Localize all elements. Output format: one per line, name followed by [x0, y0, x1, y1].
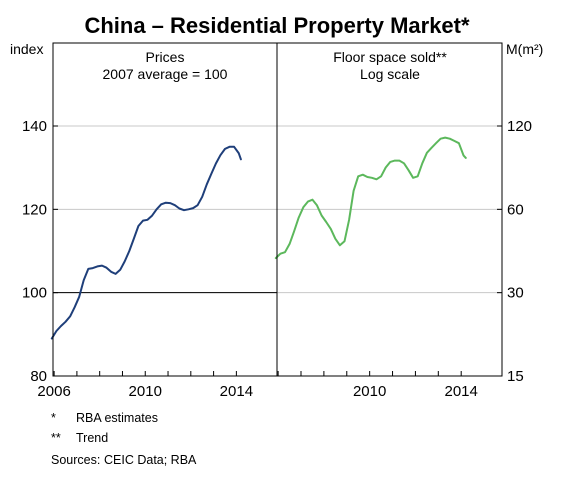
sources-text: CEIC Data; RBA	[104, 453, 197, 467]
prices-series-line	[50, 145, 242, 340]
floor-space-series-line	[274, 136, 467, 260]
y-tick-label: 140	[22, 118, 47, 135]
x-tick-label: 2014	[220, 383, 253, 400]
y-tick-label: 100	[22, 285, 47, 302]
y-tick-label: 15	[507, 368, 524, 385]
floor-panel-title: Floor space sold**	[333, 49, 447, 65]
prices-panel-title: Prices	[146, 49, 185, 65]
chart-title: China – Residential Property Market*	[84, 13, 470, 38]
right-axis-unit: M(m²)	[506, 41, 543, 57]
x-tick-label: 2010	[129, 383, 162, 400]
y-tick-label: 120	[507, 118, 532, 135]
footnote-2-mark: **	[51, 431, 61, 445]
footnote-1-mark: *	[51, 411, 56, 425]
y-tick-label: 60	[507, 201, 524, 218]
left-axis-unit: index	[10, 41, 43, 57]
prices-panel-subtitle: 2007 average = 100	[103, 66, 228, 82]
tick-labels: 80 100 120 140 2006 2010 2014 15 30 60 120 2010 2014	[22, 118, 532, 400]
floor-panel-subtitle: Log scale	[360, 66, 420, 82]
x-tick-label: 2006	[37, 383, 70, 400]
x-tick-label: 2014	[445, 383, 478, 400]
footnote-1-text: RBA estimates	[76, 411, 158, 425]
y-tick-label: 30	[507, 285, 524, 302]
footnote-2-text: Trend	[76, 431, 108, 445]
y-tick-label: 120	[22, 201, 47, 218]
sources-label: Sources:	[51, 453, 100, 467]
x-tick-label: 2010	[353, 383, 386, 400]
series-lines	[50, 136, 467, 340]
y-tick-label: 80	[30, 368, 47, 385]
